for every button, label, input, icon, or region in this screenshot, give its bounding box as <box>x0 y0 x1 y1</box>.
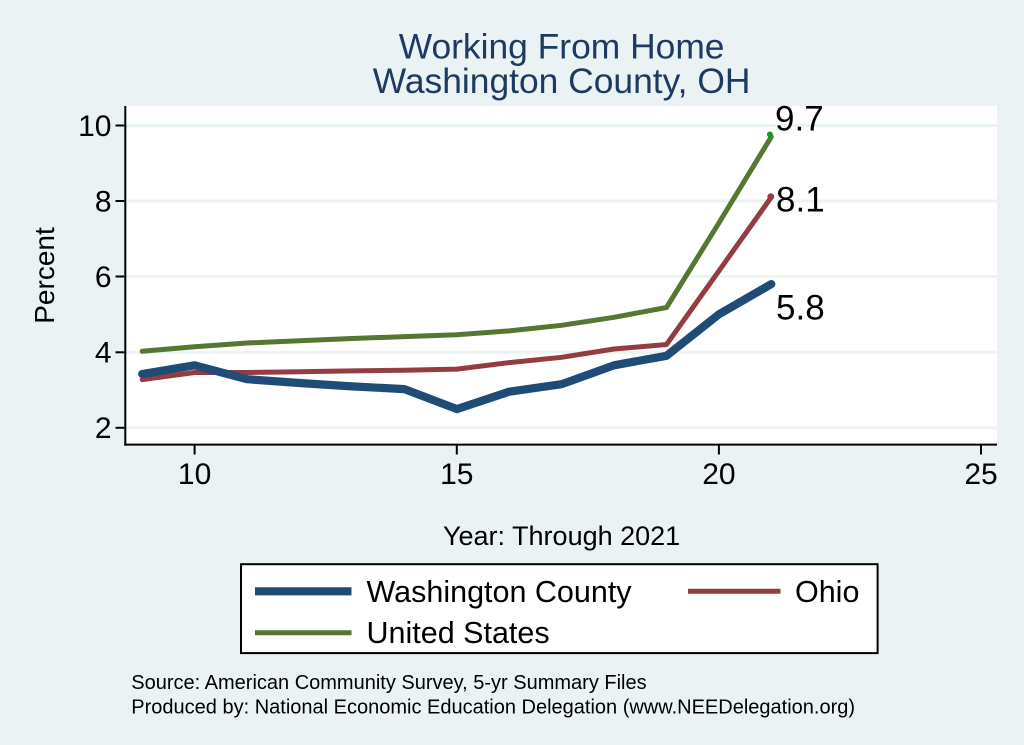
svg-text:9.7: 9.7 <box>775 100 824 139</box>
svg-text:4: 4 <box>95 337 112 370</box>
svg-text:8: 8 <box>95 185 112 218</box>
svg-text:Washington County, OH: Washington County, OH <box>373 61 751 101</box>
svg-text:2: 2 <box>95 412 112 445</box>
svg-text:Year: Through 2021: Year: Through 2021 <box>443 521 680 551</box>
svg-text:25: 25 <box>964 458 997 491</box>
svg-text:Source: American Community Sur: Source: American Community Survey, 5-yr … <box>131 672 646 694</box>
svg-text:6: 6 <box>95 261 112 294</box>
svg-text:Produced by: National Economic: Produced by: National Economic Education… <box>131 697 855 719</box>
svg-text:10: 10 <box>78 110 111 143</box>
svg-text:Washington County: Washington County <box>367 575 633 609</box>
svg-text:Percent: Percent <box>29 227 60 324</box>
svg-text:Working From Home: Working From Home <box>399 27 725 67</box>
svg-text:United States: United States <box>367 616 550 650</box>
svg-text:Ohio: Ohio <box>795 575 859 609</box>
svg-text:5.8: 5.8 <box>776 289 825 328</box>
svg-text:8.1: 8.1 <box>776 181 825 220</box>
svg-text:15: 15 <box>440 458 473 491</box>
svg-text:20: 20 <box>702 458 735 491</box>
svg-text:10: 10 <box>178 458 211 491</box>
